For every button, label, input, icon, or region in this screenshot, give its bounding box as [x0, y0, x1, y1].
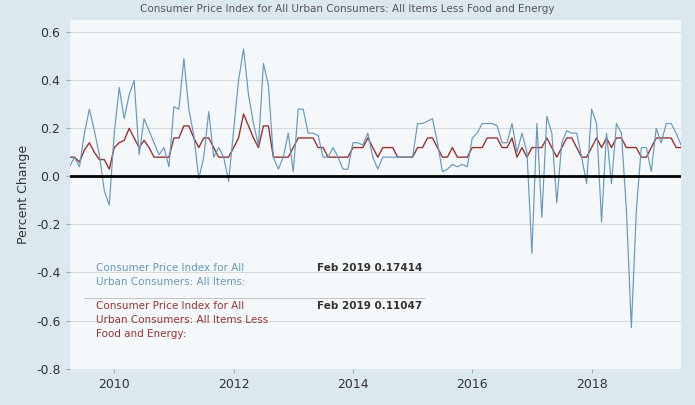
Text: Consumer Price Index for All
Urban Consumers: All Items Less
Food and Energy:: Consumer Price Index for All Urban Consu…: [97, 301, 268, 339]
Y-axis label: Percent Change: Percent Change: [17, 145, 31, 244]
Text: Consumer Price Index for All Urban Consumers: All Items Less Food and Energy: Consumer Price Index for All Urban Consu…: [140, 4, 555, 14]
Text: Feb 2019 0.11047: Feb 2019 0.11047: [317, 301, 423, 311]
Text: Feb 2019 0.17414: Feb 2019 0.17414: [317, 263, 423, 273]
Text: Consumer Price Index for All
Urban Consumers: All Items:: Consumer Price Index for All Urban Consu…: [97, 263, 246, 287]
